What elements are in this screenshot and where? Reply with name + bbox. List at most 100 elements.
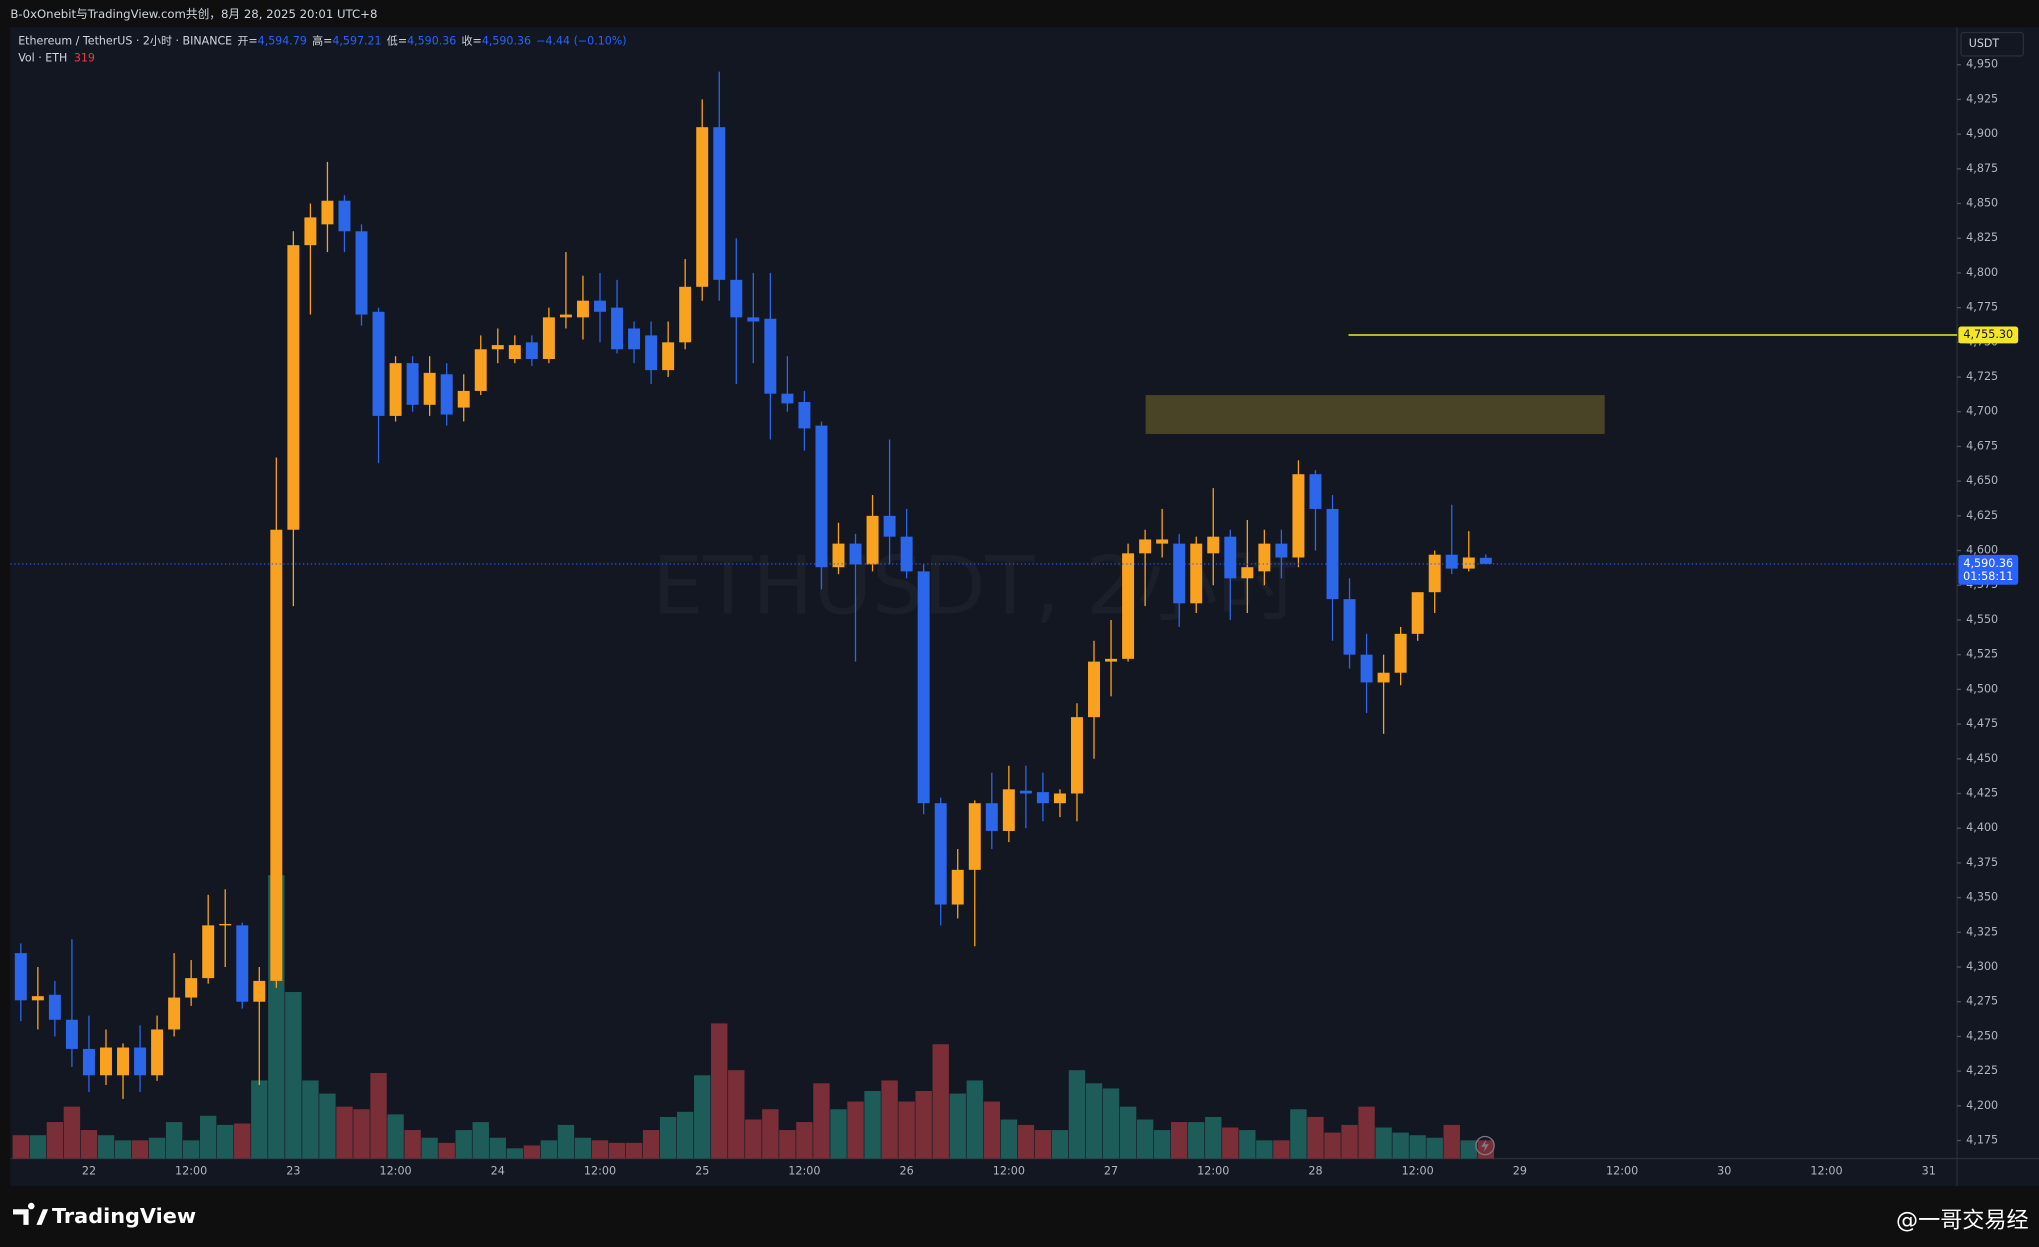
candle-body: [611, 307, 624, 350]
volume-bar: [642, 1130, 660, 1159]
countdown: 01:58:11: [1963, 570, 2013, 583]
volume-bar: [336, 1106, 353, 1159]
candle-body: [1411, 592, 1424, 634]
y-tick-label: 4,800: [1966, 266, 1998, 279]
volume-bar: [438, 1142, 455, 1159]
legend-value: 4,594.79: [258, 35, 307, 48]
volume-bar: [864, 1090, 881, 1159]
candle-body: [372, 311, 385, 416]
volume-bar: [830, 1109, 847, 1159]
volume-bar: [1307, 1116, 1324, 1159]
alert-icon: [1481, 1139, 1489, 1153]
volume-bar: [114, 1140, 132, 1159]
y-tick-label: 4,825: [1966, 231, 1998, 244]
volume-bar: [1017, 1124, 1035, 1159]
volume-bar: [1205, 1116, 1222, 1159]
candle-body: [985, 803, 998, 831]
candle-body: [474, 349, 487, 391]
legend-label: Vol · ETH: [18, 52, 67, 65]
volume-bar: [1256, 1140, 1273, 1159]
candle-body: [866, 515, 879, 565]
candle-body: [1019, 790, 1032, 794]
y-tick-label: 4,325: [1966, 925, 1998, 938]
volume-bar: [847, 1101, 864, 1159]
candle-body: [202, 925, 215, 979]
candle-body: [389, 363, 402, 416]
volume-bar: [915, 1090, 932, 1159]
legend-label: 高=: [312, 34, 332, 48]
candle-body: [1002, 789, 1015, 831]
volume-bar: [1239, 1130, 1256, 1159]
candle-body: [338, 200, 351, 232]
y-tick-label: 4,225: [1966, 1064, 1998, 1077]
y-tick-label: 4,550: [1966, 613, 1998, 626]
candle-body: [14, 953, 27, 1001]
volume-bar: [182, 1140, 200, 1159]
candle-body: [1343, 599, 1356, 655]
candle-body: [168, 997, 181, 1030]
volume-bar: [881, 1080, 898, 1159]
candle-body: [1292, 474, 1305, 558]
volume-bar: [659, 1116, 677, 1159]
volume-bar: [523, 1145, 541, 1159]
legend-symbol: Ethereum / TetherUS · 2小时 · BINANCE: [18, 35, 232, 48]
candle-body: [764, 318, 777, 394]
candle-body: [917, 571, 930, 804]
volume-bar: [608, 1142, 626, 1159]
volume-bar: [1170, 1122, 1188, 1159]
currency: USDT: [1969, 37, 2000, 50]
volume-bar: [625, 1142, 643, 1159]
candle-body: [1428, 554, 1441, 593]
candle-body: [1036, 792, 1049, 804]
x-tick-label: 12:00: [788, 1165, 820, 1178]
candle-body: [559, 314, 572, 318]
volume-bar: [285, 992, 302, 1159]
candle-body: [1377, 672, 1390, 683]
volume-bar: [762, 1109, 779, 1159]
legend-value: 319: [74, 52, 95, 65]
y-tick-label: 4,275: [1966, 995, 1998, 1008]
volume-bar: [404, 1130, 421, 1159]
x-tick-label: 12:00: [1197, 1165, 1229, 1178]
candle-body: [406, 363, 419, 405]
candle-body: [645, 335, 658, 371]
volume-bar: [966, 1080, 983, 1159]
legend-change: −4.44 (−0.10%): [536, 35, 626, 48]
candle-body: [440, 374, 453, 415]
volume-bar: [12, 1135, 29, 1159]
volume-bar: [217, 1124, 234, 1159]
candle-body: [696, 127, 709, 287]
candle-body: [1309, 474, 1322, 509]
volume-bar: [728, 1070, 745, 1159]
volume-bar: [1426, 1137, 1443, 1159]
candle-body: [117, 1047, 129, 1076]
y-tick-label: 4,625: [1966, 509, 1998, 522]
volume-bar: [1034, 1130, 1052, 1159]
candle-body: [815, 425, 828, 568]
volume-bar: [1068, 1070, 1086, 1159]
candle-body: [82, 1048, 95, 1076]
volume-bar: [1102, 1088, 1120, 1159]
x-tick-label: 12:00: [1402, 1165, 1434, 1178]
candle-body: [1479, 557, 1492, 564]
volume-bar: [779, 1130, 796, 1159]
price-axis: [1957, 27, 2039, 1186]
volume-bar: [1000, 1119, 1018, 1159]
legend-value: 4,590.36: [482, 35, 531, 48]
volume-bar: [932, 1044, 949, 1159]
x-tick-label: 12:00: [379, 1165, 411, 1178]
volume-bar: [251, 1080, 268, 1159]
candle-body: [951, 869, 964, 905]
candle-body: [1207, 536, 1220, 554]
candle-body: [1190, 543, 1203, 604]
currency-box[interactable]: [1960, 31, 2025, 57]
alert-icon[interactable]: [1475, 1135, 1495, 1156]
candle-body: [730, 279, 743, 318]
candle-body: [1173, 543, 1186, 604]
y-tick-label: 4,200: [1966, 1099, 1998, 1112]
last-price-box: [1958, 554, 2019, 585]
volume-bar: [370, 1073, 387, 1159]
candle-body: [576, 300, 589, 318]
y-tick-label: 4,700: [1966, 405, 1998, 418]
